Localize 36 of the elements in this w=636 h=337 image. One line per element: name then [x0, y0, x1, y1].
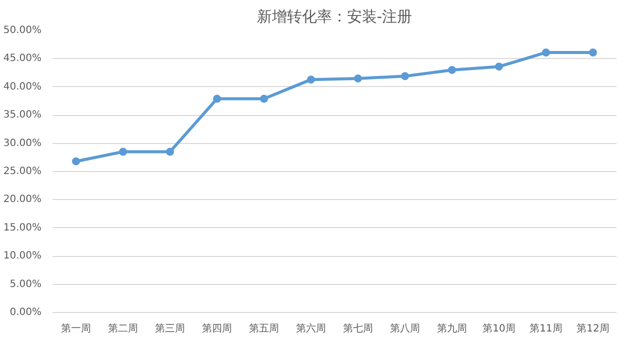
x-tick-label: 第12周 — [576, 322, 610, 334]
x-tick-label: 第五周 — [249, 322, 279, 334]
point — [354, 74, 362, 82]
y-tick-label: 0.00% — [10, 307, 42, 318]
point — [119, 148, 127, 156]
chart-title: 新增转化率：安装-注册 — [256, 8, 412, 26]
x-tick-label: 第11周 — [530, 322, 562, 334]
point — [495, 62, 503, 71]
y-tick-label: 15.00% — [3, 222, 42, 234]
y-tick-label: 20.00% — [3, 194, 42, 206]
point — [166, 148, 174, 156]
point — [213, 94, 221, 103]
y-tick-label: 50.00% — [3, 25, 42, 36]
y-tick-label: 35.00% — [3, 110, 42, 121]
x-tick-label: 第六周 — [296, 322, 326, 334]
y-tick-label: 5.00% — [10, 278, 42, 290]
point — [448, 66, 456, 74]
x-tick-label: 第九周 — [437, 322, 467, 334]
y-tick-label: 45.00% — [3, 53, 42, 64]
x-tick-label: 第三周 — [155, 322, 185, 334]
x-tick-label: 第10周 — [482, 322, 516, 334]
point — [589, 48, 597, 56]
x-tick-label: 第一周 — [61, 322, 91, 334]
y-tick-label: 40.00% — [3, 81, 42, 92]
x-tick-label: 第四周 — [202, 322, 232, 334]
y-tick-label: 10.00% — [3, 250, 42, 262]
x-tick-label: 第八周 — [390, 322, 420, 334]
point — [307, 76, 315, 84]
point — [542, 48, 550, 56]
y-tick-label: 25.00% — [3, 166, 42, 177]
y-tick-label: 30.00% — [3, 138, 42, 149]
point — [401, 72, 409, 80]
x-tick-label: 第二周 — [108, 322, 138, 334]
point — [260, 94, 268, 103]
point — [72, 157, 80, 166]
x-tick-label: 第七周 — [343, 322, 373, 334]
